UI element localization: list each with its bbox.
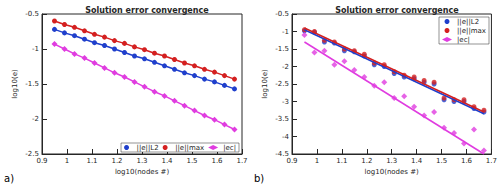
svg-text:1.1: 1.1 [336, 157, 347, 165]
svg-text:-1.5: -1.5 [275, 45, 289, 53]
svg-text:1.2: 1.2 [111, 157, 122, 165]
svg-text:1: 1 [65, 157, 69, 165]
svg-text:-0.5: -0.5 [25, 10, 39, 18]
svg-text:-0.5: -0.5 [275, 10, 289, 18]
svg-text:0.9: 0.9 [286, 157, 297, 165]
svg-text:-2: -2 [282, 63, 289, 71]
svg-text:-1: -1 [282, 28, 289, 36]
svg-text:b): b) [254, 173, 264, 184]
svg-text:1: 1 [315, 157, 319, 165]
svg-text:1.6: 1.6 [211, 157, 223, 165]
svg-text:1.3: 1.3 [136, 157, 147, 165]
svg-text:-4: -4 [282, 133, 290, 141]
svg-text:1.3: 1.3 [386, 157, 397, 165]
svg-text:-2: -2 [32, 115, 39, 123]
svg-text:1.7: 1.7 [236, 157, 247, 165]
svg-text:a): a) [4, 173, 14, 184]
svg-text:0.9: 0.9 [36, 157, 47, 165]
svg-text:log10(nodes #): log10(nodes #) [365, 168, 420, 176]
svg-text:|ec|: |ec| [223, 144, 236, 152]
svg-text:|ec|: |ec| [457, 36, 470, 44]
svg-text:-3: -3 [282, 98, 289, 106]
svg-text:1.5: 1.5 [436, 157, 447, 165]
svg-text:Solution error convergence: Solution error convergence [85, 6, 209, 15]
svg-text:-3.5: -3.5 [275, 115, 289, 123]
svg-text:-1: -1 [32, 45, 39, 53]
svg-text:1.2: 1.2 [361, 157, 372, 165]
svg-text:||e||L2: ||e||L2 [457, 18, 479, 26]
svg-text:-1.5: -1.5 [25, 80, 39, 88]
svg-text:log10(e): log10(e) [11, 69, 19, 99]
svg-text:1.1: 1.1 [86, 157, 97, 165]
svg-text:||e||max: ||e||max [175, 144, 204, 152]
svg-text:1.4: 1.4 [161, 157, 173, 165]
svg-text:-2.5: -2.5 [275, 80, 289, 88]
svg-text:-2.5: -2.5 [25, 150, 39, 158]
svg-text:log10(e): log10(e) [261, 69, 269, 99]
svg-text:-4.5: -4.5 [275, 150, 289, 158]
svg-text:||e||L2: ||e||L2 [137, 144, 159, 152]
svg-text:||e||max: ||e||max [457, 27, 486, 35]
svg-text:1.4: 1.4 [411, 157, 423, 165]
svg-text:1.6: 1.6 [461, 157, 473, 165]
svg-text:Solution error convergence: Solution error convergence [335, 6, 459, 15]
svg-text:log10(nodes #): log10(nodes #) [115, 168, 170, 176]
svg-text:1.5: 1.5 [186, 157, 197, 165]
svg-text:1.7: 1.7 [486, 157, 497, 165]
